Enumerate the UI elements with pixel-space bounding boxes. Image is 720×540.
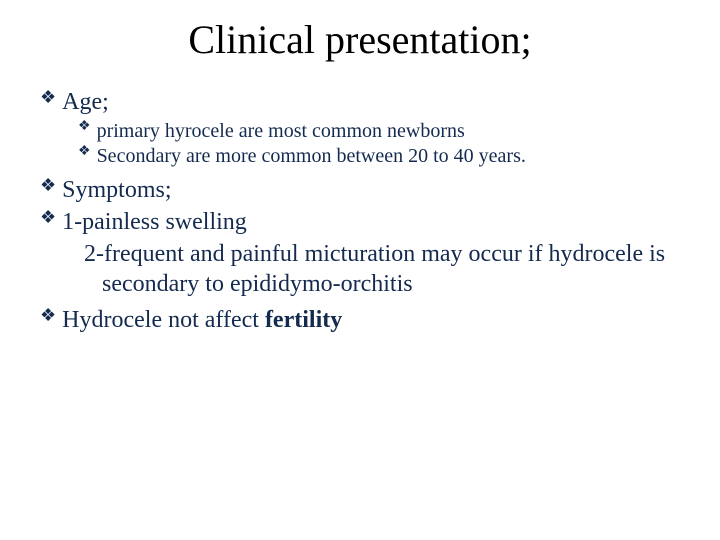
bullet-symptoms-1-label: 1-painless swelling — [62, 207, 247, 237]
bullet-symptoms: ❖ Symptoms; — [40, 175, 690, 205]
bullet-symptoms-label: Symptoms; — [62, 175, 171, 205]
fertility-prefix: Hydrocele not affect — [62, 307, 265, 333]
fertility-bold: fertility — [265, 307, 342, 333]
bullet-age-sub1: ❖ primary hyrocele are most common newbo… — [78, 119, 690, 144]
slide-title: Clinical presentation; — [30, 16, 690, 63]
bullet-symptoms-2b: secondary to epididymo-orchitis — [102, 269, 690, 299]
bullet-age-sub1-label: primary hyrocele are most common newborn… — [97, 119, 465, 144]
diamond-icon: ❖ — [40, 207, 56, 229]
diamond-icon: ❖ — [40, 175, 56, 197]
diamond-icon: ❖ — [78, 144, 91, 161]
slide: Clinical presentation; ❖ Age; ❖ primary … — [0, 0, 720, 540]
diamond-icon: ❖ — [78, 119, 91, 136]
diamond-icon: ❖ — [40, 87, 56, 109]
bullet-fertility-label: Hydrocele not affect fertility — [62, 305, 342, 335]
bullet-fertility: ❖ Hydrocele not affect fertility — [40, 305, 690, 335]
bullet-symptoms-1: ❖ 1-painless swelling — [40, 207, 690, 237]
bullet-symptoms-2a: 2-frequent and painful micturation may o… — [84, 239, 690, 269]
bullet-age: ❖ Age; — [40, 87, 690, 117]
bullet-age-sub2: ❖ Secondary are more common between 20 t… — [78, 144, 690, 169]
bullet-age-sub2-label: Secondary are more common between 20 to … — [97, 144, 526, 169]
diamond-icon: ❖ — [40, 305, 56, 327]
bullet-age-label: Age; — [62, 87, 109, 117]
